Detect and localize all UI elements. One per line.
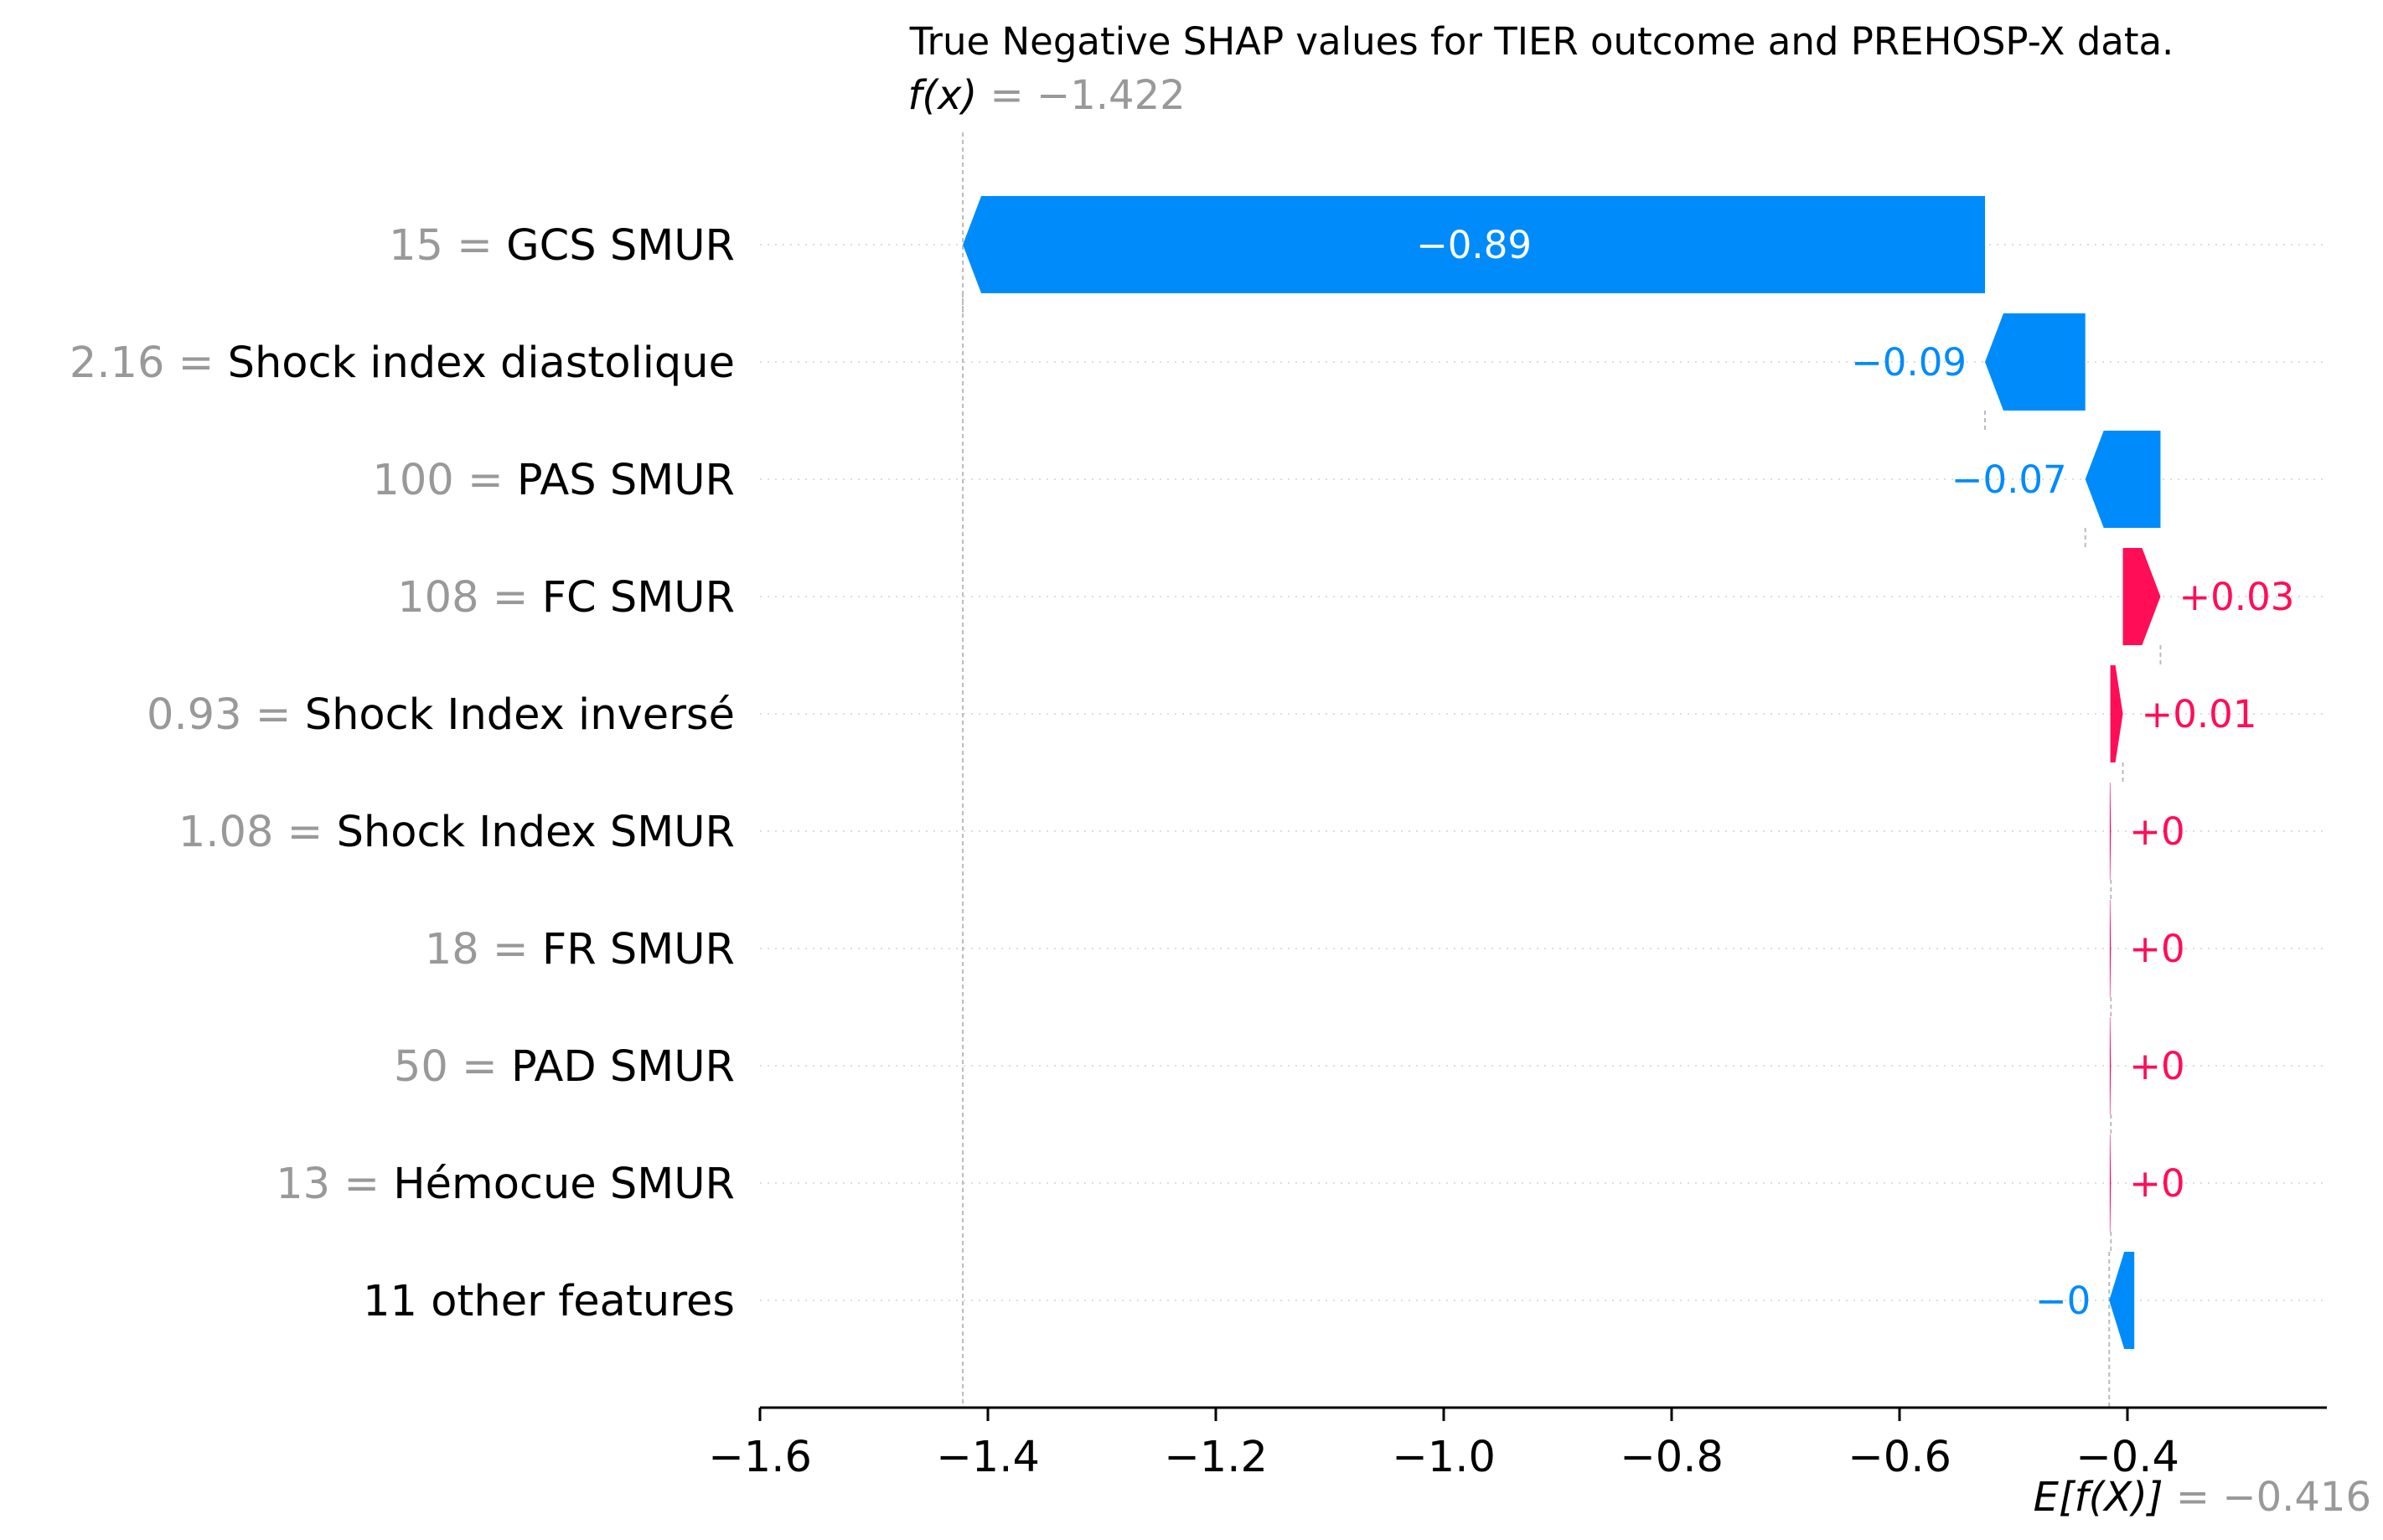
feature-name: Shock Index SMUR — [337, 808, 735, 857]
feature-value: 50 = — [394, 1042, 511, 1092]
bar-5 — [2109, 783, 2112, 880]
bar-value-label: −0.07 — [1951, 457, 2067, 502]
feature-value: 15 = — [389, 221, 506, 271]
feature-label: 2.16 = Shock index diastolique — [70, 338, 735, 388]
bar-value-label: −0.09 — [1851, 340, 1967, 385]
bar-value-label: +0.03 — [2179, 575, 2294, 619]
feature-label: 15 = GCS SMUR — [389, 221, 735, 271]
x-axis: −1.6 −1.4 −1.2 −1.0 −0.8 −0.6 −0.4 — [708, 1406, 2327, 1482]
bar-3 — [2122, 548, 2161, 645]
feature-name: FC SMUR — [542, 573, 735, 623]
bar-value-label: +0 — [2129, 809, 2184, 854]
feature-label: 18 = FR SMUR — [425, 925, 735, 974]
x-tick-label: −1.4 — [936, 1433, 1040, 1482]
bar-value-label: +0 — [2129, 1161, 2184, 1206]
x-tick-label: −0.8 — [1620, 1433, 1724, 1482]
x-tick-label: −0.4 — [2075, 1433, 2179, 1482]
feature-value: 108 = — [397, 573, 542, 623]
base-text: E[f(X)] = −0.416 — [2034, 1474, 2371, 1521]
connector-lines — [962, 132, 2162, 1408]
bar-value-label: −0 — [2035, 1279, 2091, 1323]
bar-2 — [2085, 431, 2161, 528]
bar-0 — [963, 196, 1985, 293]
bar-value-label: +0 — [2129, 1044, 2184, 1088]
feature-label: 0.93 = Shock Index inversé — [147, 690, 735, 740]
feature-name: PAS SMUR — [517, 456, 735, 505]
bar-8 — [2109, 1134, 2112, 1232]
bar-7 — [2109, 1017, 2112, 1114]
feature-name: Shock Index inversé — [305, 690, 735, 740]
row-gridlines — [760, 244, 2327, 1301]
x-tick-label: −1.6 — [708, 1433, 812, 1482]
bar-value-label: +0.01 — [2142, 692, 2257, 736]
expected-value-annotation: E[f(X)] = −0.416 — [2034, 1474, 2371, 1521]
bar-6 — [2109, 900, 2112, 997]
feature-value: 0.93 = — [147, 690, 305, 740]
feature-name: GCS SMUR — [506, 221, 735, 271]
feature-value: 1.08 = — [178, 808, 337, 857]
feature-name: Shock index diastolique — [228, 338, 735, 388]
bar-9 — [2109, 1252, 2135, 1349]
x-tick-label: −1.0 — [1392, 1433, 1496, 1482]
feature-name: 11 other features — [363, 1277, 735, 1326]
chart-title: True Negative SHAP values for TIER outco… — [909, 19, 2174, 64]
feature-value: 2.16 = — [70, 338, 228, 388]
feature-name: FR SMUR — [542, 925, 735, 974]
bar-value-label: −0.89 — [1416, 223, 1532, 267]
bars: −0.89 −0.09 −0.07 +0.03 +0.01 +0 +0 +0 +0 −0 — [963, 196, 2294, 1349]
feature-label: 13 = Hémocue SMUR — [276, 1160, 735, 1209]
feature-name: PAD SMUR — [511, 1042, 735, 1092]
base-symbol: E[f(X)] — [2034, 1474, 2176, 1521]
bar-value-label: +0 — [2129, 927, 2184, 971]
feature-label: 100 = PAS SMUR — [372, 456, 735, 505]
feature-name: Hémocue SMUR — [393, 1160, 735, 1209]
bar-4 — [2110, 665, 2123, 762]
feature-label: 1.08 = Shock Index SMUR — [178, 808, 735, 857]
fx-annotation: f(x) = −1.422 — [908, 72, 1186, 119]
base-value: = −0.416 — [2176, 1474, 2371, 1521]
feature-label: 108 = FC SMUR — [397, 573, 735, 623]
bar-1 — [1985, 313, 2086, 411]
feature-label: 11 other features — [363, 1277, 735, 1326]
feature-label: 50 = PAD SMUR — [394, 1042, 735, 1092]
feature-value: 18 = — [425, 925, 542, 974]
fx-text: f(x) = −1.422 — [908, 72, 1186, 119]
x-tick-label: −0.6 — [1848, 1433, 1951, 1482]
feature-value: 100 = — [372, 456, 517, 505]
feature-value: 13 = — [276, 1160, 393, 1209]
feature-labels: 15 = GCS SMUR 2.16 = Shock index diastoli… — [70, 221, 735, 1326]
x-tick-label: −1.2 — [1164, 1433, 1268, 1482]
fx-symbol: f(x) — [908, 72, 990, 119]
fx-value: = −1.422 — [990, 72, 1186, 119]
